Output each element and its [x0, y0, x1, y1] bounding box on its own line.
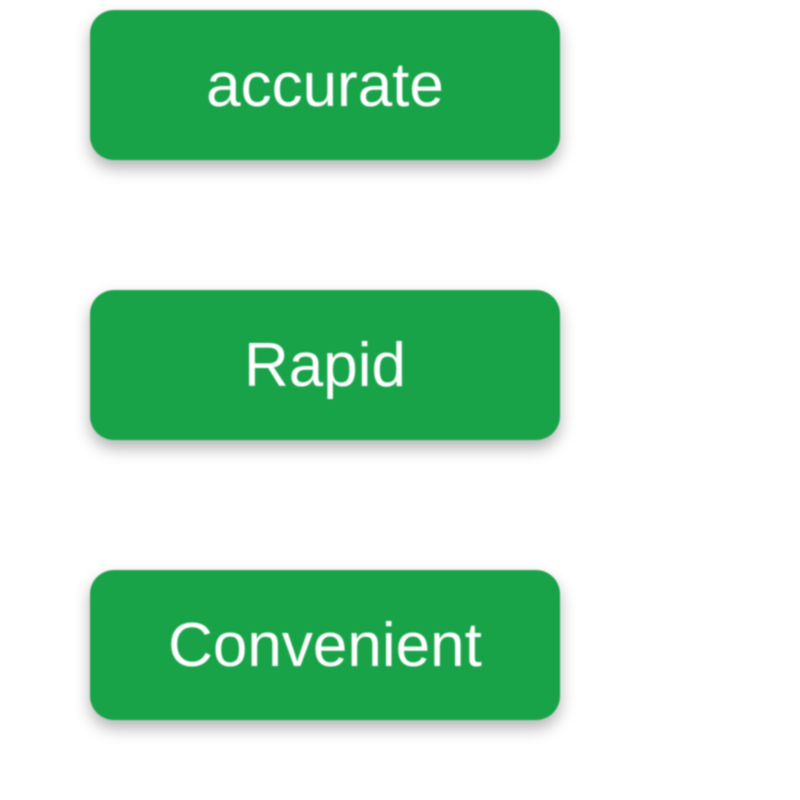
pill-convenient: Convenient	[90, 570, 560, 720]
pill-accurate: accurate	[90, 10, 560, 160]
pill-list: accurate Rapid Convenient	[0, 0, 800, 720]
pill-label: Rapid	[244, 330, 406, 401]
pill-label: Convenient	[168, 610, 482, 681]
pill-label: accurate	[206, 50, 444, 121]
pill-rapid: Rapid	[90, 290, 560, 440]
